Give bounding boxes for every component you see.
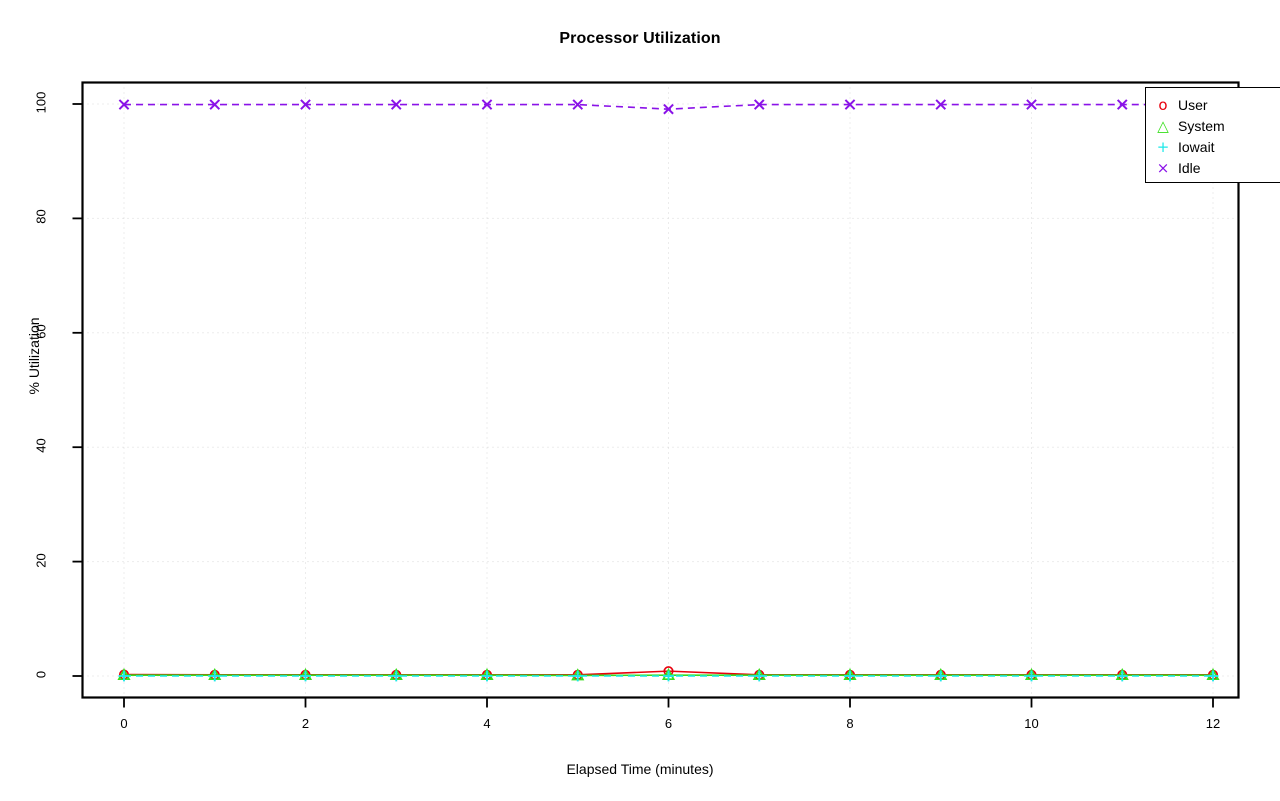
data-point-marker [935, 99, 947, 110]
data-point-marker [1116, 99, 1128, 110]
x-tick-label: 8 [846, 716, 854, 731]
data-point-marker [663, 103, 674, 115]
data-point-marker [844, 99, 856, 110]
axis-ticks [72, 103, 1214, 708]
data-point-marker [1026, 99, 1037, 110]
y-tick-label: 0 [33, 670, 49, 679]
data-point-marker [481, 99, 493, 110]
data-point-marker [118, 99, 130, 110]
chart-title: Processor Utilization [559, 30, 721, 47]
legend-item-system: △ System [1152, 116, 1225, 136]
x-axis-label: Elapsed Time (minutes) [566, 761, 714, 777]
y-axis-label: % Utilization [26, 317, 42, 395]
series-iowait [118, 670, 1219, 682]
chart-legend: o User △ System + Iowait × Idle [1145, 87, 1280, 183]
y-tick-label: 100 [33, 91, 49, 114]
legend-item-user: o User [1152, 95, 1208, 115]
data-point-marker [572, 99, 584, 110]
data-point-marker [390, 99, 402, 110]
x-tick-label: 2 [301, 716, 310, 731]
legend-marker-icon: + [1156, 137, 1170, 156]
legend-marker-icon: × [1156, 158, 1170, 177]
x-tick-label: 10 [1024, 716, 1039, 731]
series-idle [118, 99, 1219, 115]
legend-item-label: Iowait [1178, 139, 1215, 155]
data-point-marker [300, 99, 311, 110]
y-tick-label: 80 [33, 209, 49, 225]
x-tick-label: 6 [664, 716, 673, 731]
data-point-marker [753, 99, 765, 110]
x-tick-label: 4 [483, 716, 491, 731]
legend-item-idle: × Idle [1152, 158, 1201, 178]
data-point-marker [209, 99, 221, 110]
legend-item-label: System [1178, 118, 1225, 134]
y-tick-label: 20 [33, 552, 49, 568]
legend-marker-icon: △ [1157, 116, 1169, 135]
plot-border [81, 81, 1240, 699]
legend-marker-icon: o [1158, 95, 1168, 114]
legend-item-iowait: + Iowait [1152, 137, 1215, 157]
x-tick-label: 12 [1205, 716, 1221, 731]
legend-item-label: User [1178, 97, 1208, 113]
legend-item-label: Idle [1178, 160, 1201, 176]
x-tick-label: 0 [120, 716, 128, 731]
gridlines [82, 82, 1239, 698]
